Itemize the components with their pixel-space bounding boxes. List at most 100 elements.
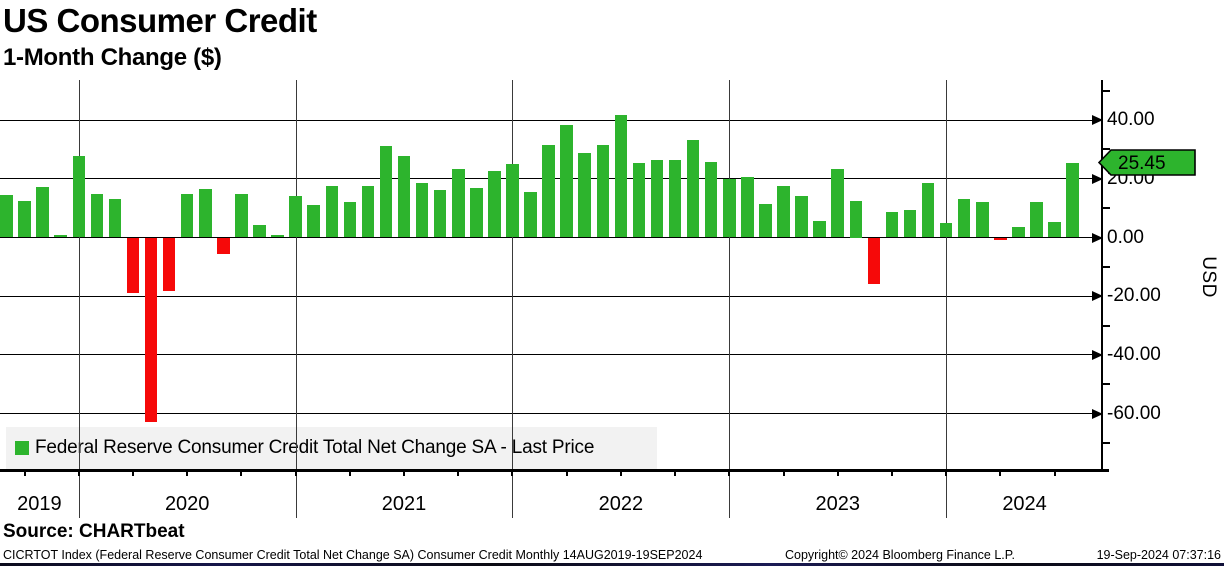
x-quarter-tick: [457, 471, 460, 476]
x-quarter-tick: [1053, 471, 1056, 476]
y-tick-label: 0.00: [1107, 226, 1144, 248]
ticker-description: CICRTOT Index (Federal Reserve Consumer …: [3, 548, 703, 562]
bar-dec-2021: [506, 163, 519, 238]
bar-oct-2020: [253, 225, 266, 238]
bar-sep-2020: [235, 193, 248, 238]
y-minor-tick: [1102, 207, 1110, 210]
bar-nov-2023: [921, 183, 935, 238]
x-quarter-tick: [728, 471, 731, 476]
bar-jan-2024: [957, 199, 971, 238]
y-tick-arrow-icon: [1092, 408, 1103, 419]
x-quarter-tick: [348, 471, 351, 476]
bar-aug-2020: [217, 237, 230, 254]
bar-jan-2022: [524, 191, 537, 238]
x-year-label: 2020: [164, 493, 210, 515]
y-tick-arrow-icon: [1092, 115, 1103, 126]
y-tick-arrow-icon: [1092, 173, 1103, 184]
legend: Federal Reserve Consumer Credit Total Ne…: [6, 427, 657, 469]
x-quarter-tick: [240, 471, 243, 476]
bar-jun-2021: [397, 156, 411, 238]
x-quarter-tick: [945, 471, 948, 476]
page-title: US Consumer Credit: [3, 2, 317, 39]
year-gridline-2024: [946, 80, 948, 518]
x-year-label: 2019: [17, 493, 62, 515]
bar-sep-2023: [885, 211, 899, 238]
x-year-label: 2023: [815, 493, 860, 515]
gridline-y0: [0, 237, 1096, 238]
bar-jul-2022: [632, 162, 646, 238]
last-price-badge-shape: [1098, 149, 1196, 177]
bar-aug-2019: [0, 194, 13, 238]
bar-aug-2021: [433, 189, 447, 238]
x-quarter-tick: [619, 471, 622, 476]
copyright-text: Copyright© 2024 Bloomberg Finance L.P.: [785, 548, 1015, 562]
x-quarter-tick: [674, 471, 677, 476]
bar-apr-2024: [1012, 226, 1025, 238]
y-minor-tick: [1102, 324, 1110, 327]
y-minor-tick: [1102, 383, 1110, 386]
last-price-badge-value: 25.45: [1118, 153, 1166, 174]
gridline-y-20: [0, 295, 1096, 297]
bar-oct-2021: [470, 187, 483, 238]
y-minor-tick: [1102, 89, 1110, 92]
year-gridline-2020: [78, 80, 80, 518]
window-bottom-edge: [0, 563, 1224, 566]
bar-apr-2020: [144, 237, 158, 423]
bar-jan-2021: [307, 204, 320, 238]
bar-jun-2020: [180, 193, 194, 238]
bar-jun-2023: [831, 168, 844, 238]
bar-feb-2022: [542, 145, 555, 238]
bar-oct-2023: [903, 209, 917, 238]
bar-feb-2023: [759, 203, 772, 238]
x-quarter-tick: [77, 471, 80, 476]
bar-oct-2022: [686, 139, 700, 238]
bar-mar-2020: [126, 237, 140, 293]
legend-series-label: Federal Reserve Consumer Credit Total Ne…: [35, 437, 595, 458]
bar-dec-2023: [939, 223, 953, 238]
x-quarter-tick: [186, 471, 189, 476]
bar-aug-2023: [867, 237, 881, 284]
bar-feb-2020: [108, 198, 122, 238]
x-year-label: 2021: [381, 493, 427, 515]
x-quarter-tick: [836, 471, 839, 476]
x-quarter-tick: [23, 471, 26, 476]
x-year-label: 2024: [1002, 493, 1047, 515]
bar-may-2023: [813, 221, 826, 238]
x-quarter-tick: [890, 471, 893, 476]
x-quarter-tick: [294, 471, 297, 476]
source-line: Source: CHARTbeat: [3, 521, 185, 542]
bar-oct-2019: [36, 187, 49, 238]
gridline-y-60: [0, 413, 1096, 415]
bar-apr-2021: [361, 185, 375, 238]
y-axis-line: [1101, 80, 1103, 471]
bar-dec-2022: [723, 178, 736, 238]
bar-may-2020: [162, 237, 176, 291]
y-minor-tick: [1102, 265, 1110, 268]
bar-nov-2020: [271, 234, 284, 238]
bar-dec-2020: [289, 195, 302, 238]
bar-nov-2021: [488, 171, 501, 238]
x-quarter-tick: [511, 471, 514, 476]
bar-feb-2021: [325, 186, 338, 238]
x-year-label: 2022: [598, 493, 644, 515]
x-quarter-tick: [565, 471, 568, 476]
bar-sep-2019: [18, 201, 31, 238]
bar-mar-2024: [994, 237, 1007, 241]
y-tick-label: -20.00: [1107, 285, 1161, 307]
x-quarter-tick: [782, 471, 785, 476]
year-gridline-2022: [512, 80, 514, 518]
bar-nov-2022: [704, 161, 718, 238]
bar-jul-2020: [199, 189, 212, 238]
bar-jun-2022: [614, 114, 628, 238]
y-minor-tick: [1102, 148, 1110, 151]
bar-sep-2021: [452, 169, 465, 238]
x-quarter-tick: [403, 471, 406, 476]
bar-nov-2019: [54, 235, 67, 238]
bar-feb-2024: [976, 201, 989, 238]
y-tick-arrow-icon: [1092, 232, 1103, 243]
bar-mar-2021: [343, 202, 357, 238]
bar-dec-2019: [72, 155, 86, 238]
bar-may-2024: [1030, 202, 1043, 238]
